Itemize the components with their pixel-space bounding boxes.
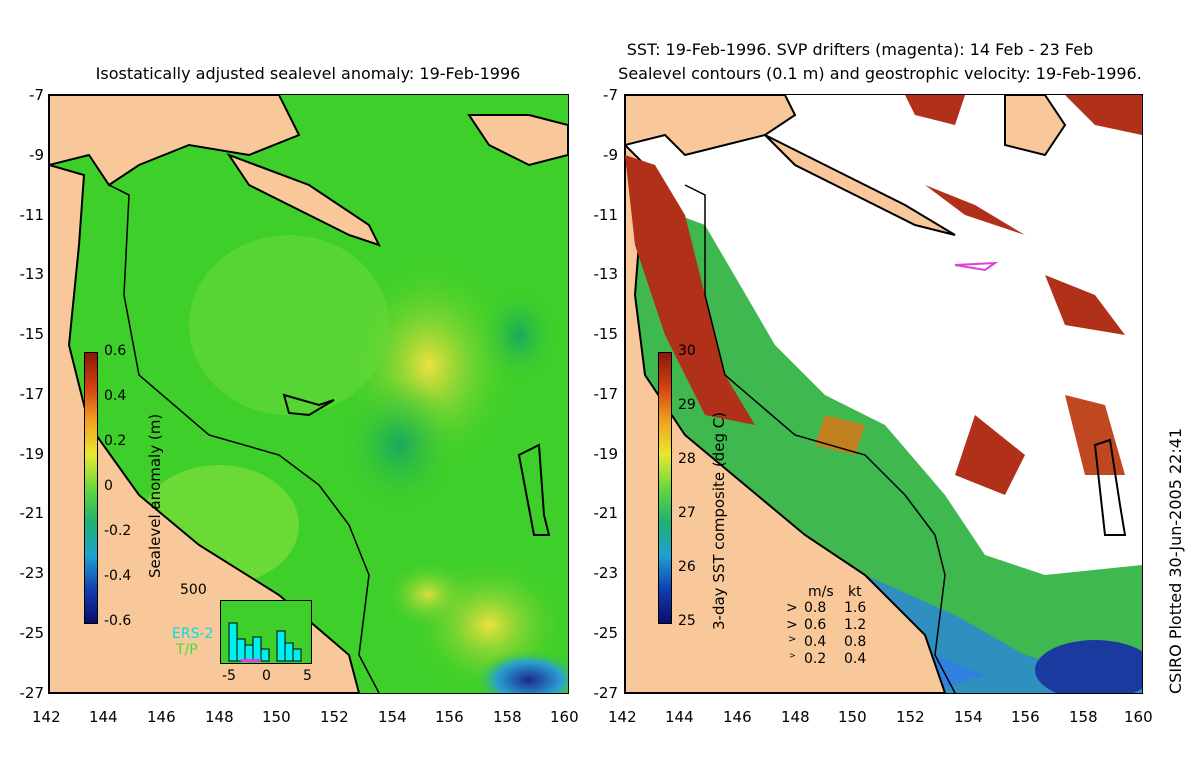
inset-xtick: -5 — [222, 668, 236, 684]
cbar-tick: 27 — [678, 505, 696, 521]
legend-kt: 1.6 — [844, 600, 867, 616]
lat-tick: -27 — [19, 684, 45, 702]
lat-tick: -15 — [593, 325, 619, 343]
lon-tick: 146 — [723, 708, 752, 726]
cbar-tick: 0 — [104, 478, 113, 494]
lon-tick: 146 — [147, 708, 176, 726]
lat-tick: -23 — [19, 564, 45, 582]
lat-tick: -11 — [593, 206, 619, 224]
inset-xtick: 0 — [262, 668, 271, 684]
lon-tick: 156 — [1011, 708, 1040, 726]
lat-tick: -15 — [19, 325, 45, 343]
cbar-tick: -0.6 — [104, 613, 132, 629]
legend-kt: 1.2 — [844, 617, 867, 633]
lon-tick: 142 — [608, 708, 637, 726]
lat-tick: -13 — [593, 265, 619, 283]
lat-tick: -11 — [19, 206, 45, 224]
legend-kt: 0.8 — [844, 634, 867, 650]
lon-tick: 154 — [378, 708, 407, 726]
lon-tick: 144 — [665, 708, 694, 726]
cbar-tick: 0.4 — [104, 388, 127, 404]
cbar-tick: 30 — [678, 343, 696, 359]
left-lon-ticks: 142 144 146 148 150 152 154 156 158 160 — [0, 708, 600, 728]
right-panel-title-1: SST: 19-Feb-1996. SVP drifters (magenta)… — [626, 40, 1094, 59]
legend-arrow-icon: > — [789, 651, 796, 660]
lon-tick: 142 — [32, 708, 61, 726]
cbar-tick: 28 — [678, 451, 696, 467]
inset-ymax: 500 — [180, 582, 207, 598]
lat-tick: -19 — [593, 445, 619, 463]
lat-tick: -7 — [603, 86, 618, 104]
inset-tp-label: T/P — [176, 642, 198, 658]
lat-tick: -7 — [29, 86, 44, 104]
lat-tick: -19 — [19, 445, 45, 463]
right-colorbar-label: 3-day SST composite (deg C) — [710, 411, 728, 630]
cbar-tick: -0.4 — [104, 568, 132, 584]
legend-kt: 0.4 — [844, 651, 867, 667]
lon-tick: 148 — [781, 708, 810, 726]
cbar-tick: 26 — [678, 559, 696, 575]
sealevel-map-svg — [49, 95, 568, 693]
right-map — [624, 94, 1143, 694]
right-panel-title-2: Sealevel contours (0.1 m) and geostrophi… — [618, 64, 1142, 83]
lon-tick: 150 — [838, 708, 867, 726]
lon-tick: 148 — [205, 708, 234, 726]
left-colorbar — [84, 352, 98, 624]
right-colorbar — [658, 352, 672, 624]
lat-tick: -9 — [603, 146, 618, 164]
legend-arrow-icon: > — [788, 634, 797, 645]
inset-ers-label: ERS-2 — [172, 626, 214, 642]
lat-tick: -21 — [593, 504, 619, 522]
lon-tick: 156 — [435, 708, 464, 726]
cbar-tick: -0.2 — [104, 523, 132, 539]
csiro-plot-stamp: CSIRO Plotted 30-Jun-2005 22:41 — [1166, 427, 1185, 694]
legend-arrow-icon: > — [786, 617, 798, 633]
right-lon-ticks: 142 144 146 148 150 152 154 156 158 160 — [576, 708, 1176, 728]
lat-tick: -13 — [19, 265, 45, 283]
legend-ms: 0.4 — [804, 634, 827, 650]
lon-tick: 144 — [89, 708, 118, 726]
lat-tick: -21 — [19, 504, 45, 522]
lat-tick: -17 — [593, 385, 619, 403]
lon-tick: 154 — [954, 708, 983, 726]
lat-tick: -25 — [593, 624, 619, 642]
inset-histogram — [220, 600, 312, 664]
velocity-legend: m/s kt > 0.8 1.6 > 0.6 1.2 > 0.4 0.8 > 0… — [786, 584, 876, 670]
lat-tick: -23 — [593, 564, 619, 582]
lat-tick: -9 — [29, 146, 44, 164]
lon-tick: 150 — [262, 708, 291, 726]
legend-header-kt: kt — [848, 584, 862, 600]
legend-ms: 0.6 — [804, 617, 827, 633]
left-panel-title: Isostatically adjusted sealevel anomaly:… — [95, 64, 521, 83]
lon-tick: 152 — [320, 708, 349, 726]
cbar-tick: 29 — [678, 397, 696, 413]
legend-ms: 0.8 — [804, 600, 827, 616]
cbar-tick: 0.2 — [104, 433, 127, 449]
lon-tick: 160 — [1124, 708, 1153, 726]
legend-header-ms: m/s — [808, 584, 834, 600]
cbar-tick: 0.6 — [104, 343, 127, 359]
lat-tick: -17 — [19, 385, 45, 403]
lat-tick: -27 — [593, 684, 619, 702]
inset-xtick: 5 — [303, 668, 312, 684]
lat-tick: -25 — [19, 624, 45, 642]
lon-tick: 152 — [896, 708, 925, 726]
cbar-tick: 25 — [678, 613, 696, 629]
legend-arrow-icon: > — [786, 600, 798, 616]
lon-tick: 158 — [493, 708, 522, 726]
left-map — [48, 94, 569, 694]
legend-ms: 0.2 — [804, 651, 827, 667]
lon-tick: 160 — [550, 708, 579, 726]
sst-map-svg — [625, 95, 1142, 693]
lon-tick: 158 — [1069, 708, 1098, 726]
left-colorbar-label: Sealevel anomaly (m) — [146, 413, 164, 578]
